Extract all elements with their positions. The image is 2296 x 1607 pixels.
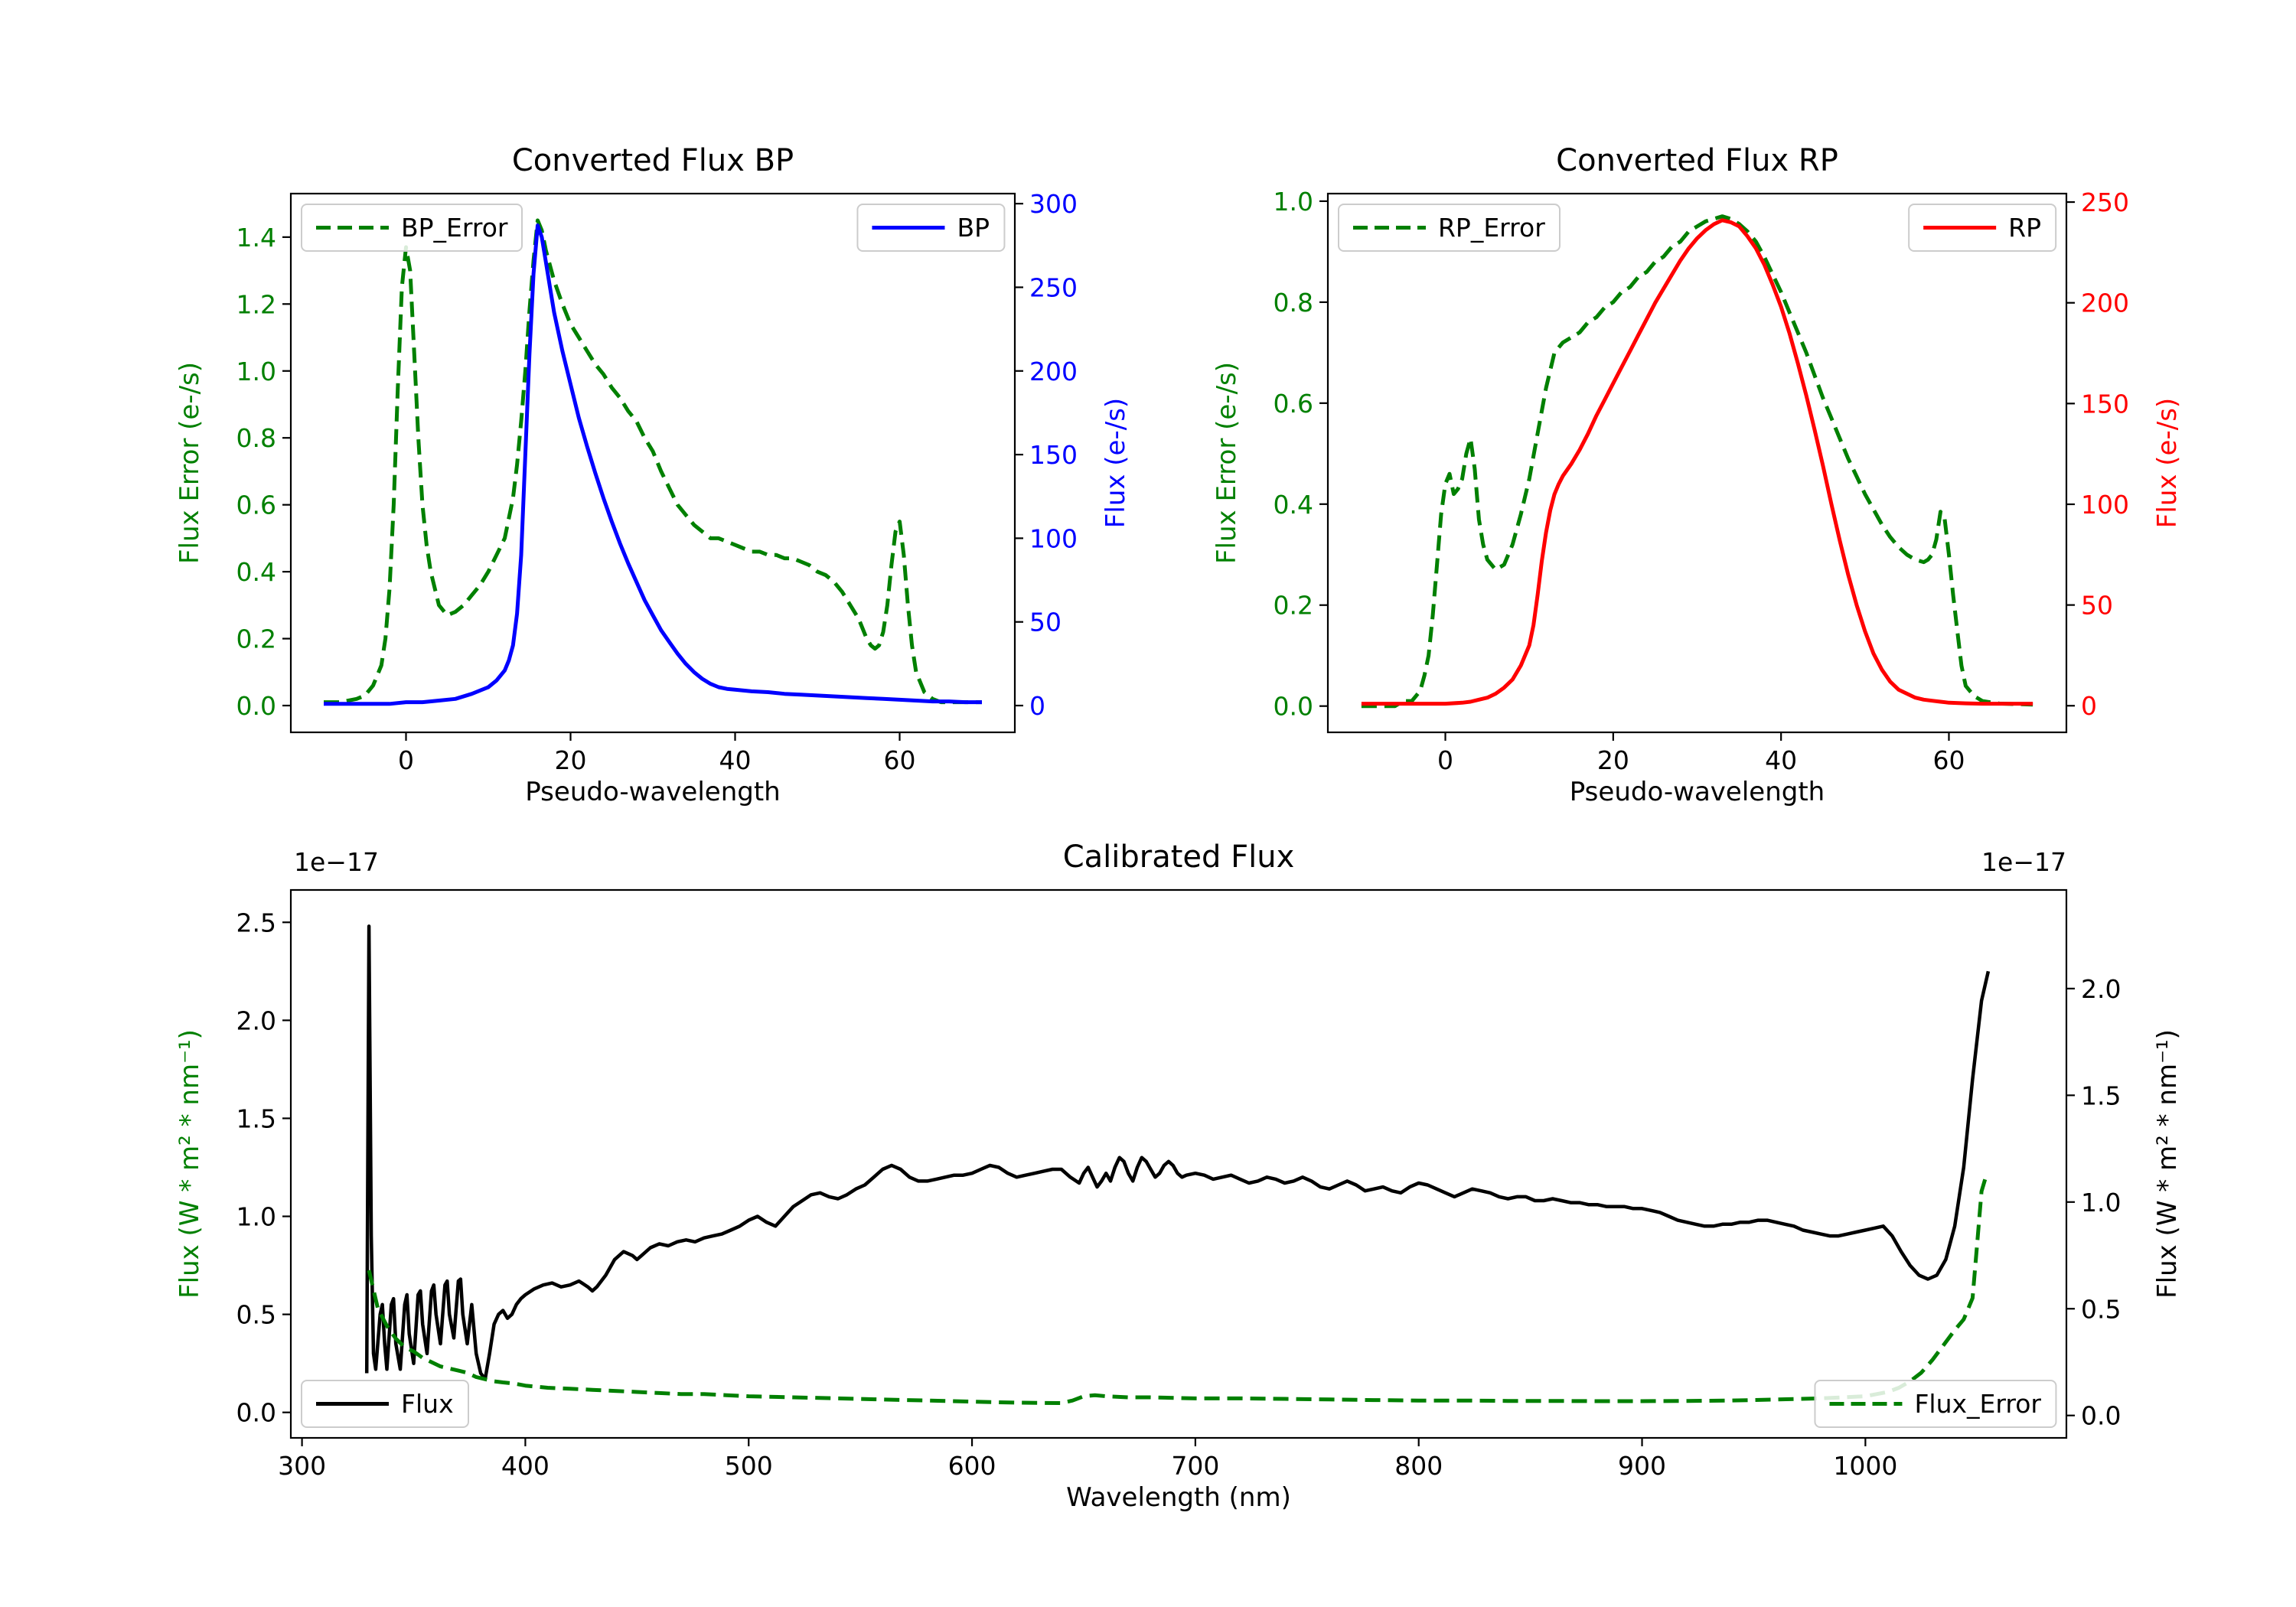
- y-left-tick-label: 1.0: [236, 1202, 276, 1232]
- x-tick-label: 700: [1171, 1451, 1219, 1481]
- x-tick-label: 500: [725, 1451, 773, 1481]
- y-left-tick-label: 1.4: [236, 223, 276, 253]
- y-right-tick-label: 250: [1029, 272, 1078, 302]
- y-right-tick-label: 100: [2081, 490, 2129, 520]
- y-left-tick-label: 2.5: [236, 908, 276, 937]
- x-tick-label: 300: [278, 1451, 326, 1481]
- axes-spines: [1326, 192, 2068, 734]
- series-line-RP: [1361, 218, 2033, 706]
- y-right-tick-label: 200: [1029, 357, 1078, 386]
- x-tick-label: 60: [884, 745, 916, 775]
- y-left-tick-label: 0.5: [236, 1300, 276, 1330]
- x-tick-label: 40: [719, 745, 752, 775]
- y-left-tick-label: 0.0: [236, 691, 276, 721]
- x-tick-label: 900: [1618, 1451, 1666, 1481]
- x-tick-label: 400: [501, 1451, 550, 1481]
- y-left-tick-label: 0.0: [236, 1398, 276, 1428]
- x-tick-label: 60: [1932, 745, 1965, 775]
- y-right-tick-label: 0.5: [2081, 1294, 2121, 1324]
- x-tick-label: 20: [1597, 745, 1629, 775]
- y-left-tick-label: 1.2: [236, 289, 276, 319]
- x-tick-label: 800: [1394, 1451, 1443, 1481]
- y-right-tick-label: 0: [1029, 691, 1045, 721]
- y-right-tick-label: 150: [1029, 440, 1078, 470]
- y-right-tick-label: 50: [1029, 608, 1062, 637]
- x-tick-label: 20: [555, 745, 587, 775]
- y-left-tick-label: 1.0: [236, 357, 276, 386]
- x-tick-label: 0: [398, 745, 414, 775]
- y-right-tick-label: 50: [2081, 591, 2113, 621]
- axes-spines: [289, 192, 1016, 734]
- y-right-tick-label: 0: [2081, 691, 2097, 721]
- y-right-tick-label: 1.5: [2081, 1081, 2121, 1110]
- series-line-RP_Error: [1361, 214, 2033, 709]
- y-left-tick-label: 0.6: [1274, 389, 1313, 419]
- y-right-tick-label: 2.0: [2081, 974, 2121, 1004]
- y-right-tick-label: 300: [1029, 189, 1078, 219]
- y-left-tick-label: 1.0: [1274, 187, 1313, 217]
- series-line-BP_Error: [324, 218, 982, 705]
- y-left-tick-label: 0.4: [236, 557, 276, 587]
- y-left-tick-label: 0.4: [1274, 490, 1313, 520]
- y-right-tick-label: 1.0: [2081, 1188, 2121, 1217]
- series-line-BP: [324, 223, 982, 706]
- y-right-tick-label: 150: [2081, 389, 2129, 419]
- y-left-tick-label: 2.0: [236, 1006, 276, 1035]
- x-tick-label: 1000: [1833, 1451, 1897, 1481]
- y-left-tick-label: 1.5: [236, 1103, 276, 1133]
- y-left-tick-label: 0.2: [236, 624, 276, 654]
- y-left-tick-label: 0.6: [236, 491, 276, 520]
- y-right-tick-label: 100: [1029, 523, 1078, 553]
- x-tick-label: 40: [1765, 745, 1797, 775]
- y-left-tick-label: 0.8: [236, 423, 276, 453]
- y-left-tick-label: 0.2: [1274, 591, 1313, 621]
- series-line-Flux_Error: [367, 1172, 1990, 1405]
- x-tick-label: 600: [948, 1451, 996, 1481]
- x-tick-label: 0: [1437, 745, 1453, 775]
- axes-spines: [289, 888, 2068, 1439]
- y-left-tick-label: 0.8: [1274, 288, 1313, 318]
- series-line-Flux: [364, 924, 1991, 1381]
- y-right-tick-label: 0.0: [2081, 1401, 2121, 1431]
- y-right-tick-label: 200: [2081, 288, 2129, 318]
- y-left-tick-label: 0.0: [1274, 692, 1313, 722]
- y-right-tick-label: 250: [2081, 187, 2129, 217]
